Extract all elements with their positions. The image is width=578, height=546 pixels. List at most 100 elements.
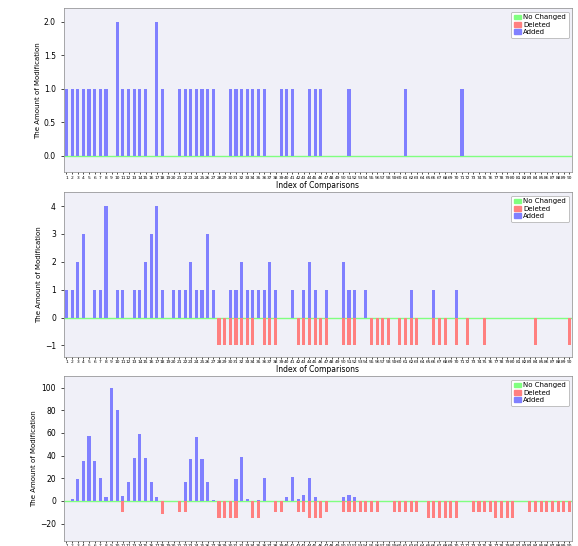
- Bar: [229, 501, 232, 518]
- Bar: [161, 88, 164, 156]
- Bar: [121, 88, 124, 156]
- Bar: [342, 501, 345, 512]
- Bar: [65, 290, 68, 318]
- Bar: [280, 88, 283, 156]
- Bar: [347, 290, 350, 318]
- Bar: [342, 318, 345, 346]
- Legend: No Changed, Deleted, Added: No Changed, Deleted, Added: [512, 379, 569, 406]
- Bar: [353, 497, 356, 501]
- Bar: [319, 318, 323, 346]
- Bar: [489, 501, 492, 512]
- Bar: [257, 290, 260, 318]
- Bar: [302, 501, 305, 512]
- Legend: No Changed, Deleted, Added: No Changed, Deleted, Added: [512, 195, 569, 222]
- Bar: [172, 290, 175, 318]
- X-axis label: Index of Comparisons: Index of Comparisons: [276, 365, 360, 375]
- Bar: [105, 497, 108, 501]
- Bar: [138, 434, 142, 501]
- Bar: [138, 88, 142, 156]
- Bar: [144, 262, 147, 318]
- Bar: [251, 318, 254, 346]
- Bar: [308, 262, 311, 318]
- Bar: [229, 318, 232, 346]
- Bar: [76, 88, 79, 156]
- Bar: [212, 290, 215, 318]
- Bar: [545, 501, 549, 512]
- Bar: [302, 290, 305, 318]
- Bar: [268, 262, 272, 318]
- Y-axis label: The Amount of Modification: The Amount of Modification: [35, 42, 41, 139]
- Bar: [178, 88, 181, 156]
- Bar: [562, 501, 565, 512]
- Bar: [206, 234, 209, 318]
- Bar: [455, 501, 458, 518]
- Bar: [308, 88, 311, 156]
- Bar: [313, 318, 317, 346]
- Bar: [506, 501, 509, 518]
- Bar: [540, 501, 543, 512]
- Bar: [410, 290, 413, 318]
- Bar: [313, 497, 317, 501]
- Bar: [71, 290, 73, 318]
- Bar: [534, 318, 537, 346]
- Bar: [477, 501, 480, 512]
- Bar: [71, 88, 73, 156]
- Bar: [184, 290, 187, 318]
- Bar: [512, 501, 514, 518]
- Bar: [212, 88, 215, 156]
- Bar: [291, 88, 294, 156]
- Bar: [133, 458, 136, 501]
- Bar: [189, 459, 192, 501]
- Bar: [347, 495, 350, 501]
- Bar: [184, 501, 187, 512]
- Bar: [229, 290, 232, 318]
- Bar: [82, 461, 85, 501]
- Bar: [392, 501, 396, 512]
- Bar: [93, 290, 96, 318]
- Bar: [99, 88, 102, 156]
- Bar: [313, 290, 317, 318]
- Bar: [262, 290, 266, 318]
- Bar: [291, 290, 294, 318]
- Bar: [235, 318, 238, 346]
- Bar: [87, 88, 91, 156]
- Bar: [483, 318, 486, 346]
- Bar: [133, 290, 136, 318]
- Bar: [404, 88, 407, 156]
- Bar: [359, 501, 362, 512]
- Bar: [280, 501, 283, 512]
- Bar: [353, 290, 356, 318]
- X-axis label: Index of Comparisons: Index of Comparisons: [276, 181, 360, 191]
- Bar: [325, 318, 328, 346]
- Bar: [257, 88, 260, 156]
- Bar: [353, 318, 356, 346]
- Bar: [246, 88, 249, 156]
- Bar: [443, 318, 447, 346]
- Bar: [116, 22, 119, 156]
- Bar: [121, 501, 124, 512]
- Bar: [212, 500, 215, 501]
- Bar: [443, 501, 447, 518]
- Bar: [262, 318, 266, 346]
- Bar: [217, 318, 221, 346]
- Bar: [138, 290, 142, 318]
- Bar: [364, 501, 368, 512]
- Bar: [455, 318, 458, 346]
- Bar: [410, 501, 413, 512]
- Bar: [404, 501, 407, 512]
- Bar: [500, 501, 503, 518]
- Bar: [274, 501, 277, 512]
- Bar: [155, 206, 158, 318]
- Bar: [387, 318, 390, 346]
- Bar: [251, 290, 254, 318]
- Bar: [262, 88, 266, 156]
- Bar: [195, 88, 198, 156]
- Bar: [121, 496, 124, 501]
- Bar: [262, 478, 266, 501]
- Bar: [376, 501, 379, 512]
- Bar: [308, 501, 311, 518]
- Bar: [105, 206, 108, 318]
- Bar: [381, 318, 384, 346]
- Bar: [432, 318, 435, 346]
- Bar: [297, 498, 299, 501]
